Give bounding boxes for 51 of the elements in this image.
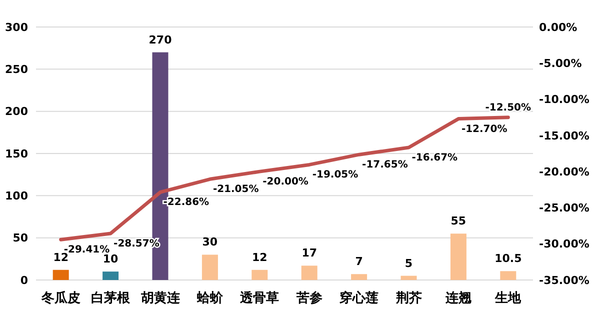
data-label: 7	[355, 255, 363, 268]
x-tick-label: 荆芥	[394, 291, 422, 306]
data-label: 10.5	[494, 252, 522, 266]
y-tick-label: 150	[5, 147, 28, 160]
y2-tick-label: -5.00%	[539, 56, 582, 70]
bar	[400, 276, 417, 280]
bar	[500, 271, 516, 280]
data-label: 55	[450, 214, 466, 228]
bar	[202, 254, 218, 280]
data-label: 30	[202, 236, 218, 249]
bar	[450, 234, 466, 280]
x-tick-label: 连翘	[444, 291, 472, 306]
x-tick-label: 穿心莲	[338, 290, 379, 306]
x-tick-label: 生地	[494, 291, 522, 306]
data-label: -19.05%	[312, 170, 358, 181]
y-tick-label: 250	[5, 63, 28, 76]
data-label: -12.70%	[461, 124, 508, 135]
bar	[301, 266, 318, 280]
y-tick-label: 200	[5, 105, 28, 118]
y-tick-label: 100	[5, 190, 28, 203]
x-tick-label: 苦参	[295, 290, 322, 306]
data-label: -21.05%	[212, 184, 259, 196]
data-label: 12	[252, 250, 268, 264]
data-label: 10	[102, 252, 119, 266]
y2-tick-label: -15.00%	[539, 129, 590, 142]
data-label: 270	[148, 33, 172, 46]
x-tick-label: 冬瓜皮	[40, 290, 80, 306]
data-label: -17.65%	[362, 160, 408, 171]
y2-tick-label: -20.00%	[539, 165, 590, 178]
y2-tick-label: -35.00%	[539, 274, 590, 287]
bar	[351, 274, 368, 280]
x-tick-label: 蛤蚧	[196, 290, 224, 306]
y-tick-label: 300	[5, 20, 28, 34]
x-tick-label: 透骨草	[239, 290, 280, 306]
bar	[102, 272, 119, 280]
data-label: -16.67%	[412, 152, 458, 164]
y-tick-label: 50	[12, 232, 28, 245]
data-label: 17	[302, 246, 318, 260]
y2-tick-label: -30.00%	[539, 238, 590, 251]
y2-tick-label: 0.00%	[539, 20, 578, 34]
data-label: 12	[53, 250, 69, 264]
y-tick-label: 0	[20, 274, 28, 287]
data-label: -20.00%	[262, 176, 308, 188]
data-label: -12.50%	[485, 102, 532, 114]
bar	[52, 270, 69, 280]
x-tick-label: 白茅根	[91, 290, 132, 306]
y2-tick-label: -25.00%	[539, 202, 590, 215]
x-tick-label: 胡黄连	[140, 291, 181, 306]
bar	[252, 270, 268, 280]
y2-tick-label: -10.00%	[539, 93, 590, 106]
data-label: 5	[404, 256, 413, 270]
